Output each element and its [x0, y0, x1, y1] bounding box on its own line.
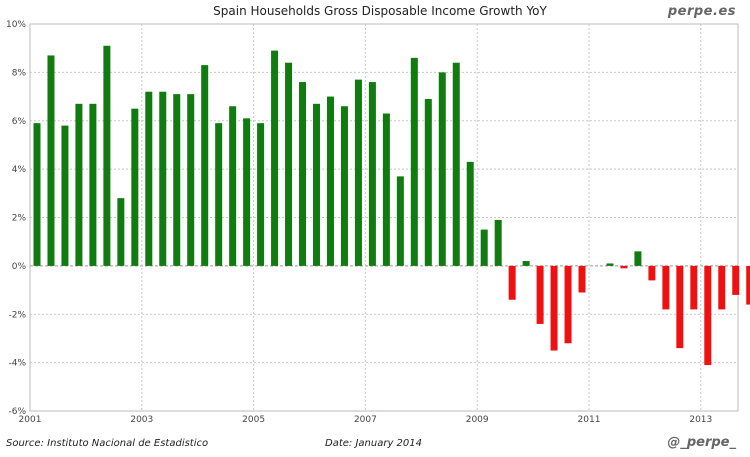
y-tick-label: 2%: [12, 214, 27, 224]
bar: [354, 79, 362, 266]
y-tick-label: 4%: [12, 165, 27, 175]
bar: [61, 125, 69, 266]
grid-layer: [30, 24, 738, 411]
bar: [313, 103, 320, 266]
bar: [215, 123, 223, 266]
bar: [578, 265, 586, 293]
x-tick-labels: 2001 2003 2005 2007 2009 2011 2013: [19, 415, 713, 425]
bar: [662, 265, 670, 310]
bar: [396, 176, 404, 266]
bar: [299, 82, 307, 266]
y-tick-label: 0%: [12, 262, 27, 272]
bar: [340, 106, 348, 266]
x-tick-label: 2011: [578, 415, 601, 425]
brand-watermark: perpe.es: [667, 4, 736, 19]
bar: [564, 265, 572, 344]
bar: [187, 94, 195, 266]
chart-title: Spain Households Gross Disposable Income…: [213, 4, 547, 18]
bar: [229, 106, 237, 266]
y-tick-label: 6%: [12, 117, 27, 127]
bar: [201, 65, 209, 266]
bar: [466, 161, 474, 266]
x-tick-label: 2009: [466, 415, 489, 425]
bar: [676, 265, 684, 349]
bar: [47, 55, 55, 266]
bar: [634, 251, 642, 266]
bar: [522, 261, 530, 266]
source-note: Source: Instituto Nacional de Estadistic…: [6, 438, 208, 449]
bar: [145, 91, 153, 266]
bar: [690, 265, 698, 310]
bar: [620, 265, 628, 269]
bar: [243, 118, 251, 266]
x-tick-label: 2003: [130, 415, 153, 425]
bar: [508, 265, 516, 300]
x-tick-label: 2007: [354, 415, 377, 425]
bar: [382, 113, 390, 266]
bar: [438, 72, 446, 266]
bar: [173, 94, 181, 266]
x-tick-label: 2013: [689, 415, 712, 425]
bar: [271, 50, 279, 266]
y-tick-label: -6%: [8, 407, 26, 417]
bar: [480, 229, 488, 266]
bar: [368, 82, 376, 266]
bar: [648, 265, 656, 281]
y-tick-label: 10%: [6, 20, 26, 30]
bar: [410, 57, 418, 266]
bar-layer: [33, 45, 750, 366]
bar: [718, 265, 726, 310]
bar: [606, 263, 614, 266]
bar: [117, 198, 125, 266]
y-tick-labels: -6% -4% -2% 0% 2% 4% 6% 8% 10%: [6, 20, 26, 417]
author-handle: @_perpe_: [667, 435, 736, 450]
bar: [732, 265, 740, 295]
bar: [704, 265, 712, 366]
y-tick-label: -2%: [8, 310, 26, 320]
bar: [131, 108, 139, 266]
bar: [103, 45, 111, 266]
y-tick-label: -4%: [8, 359, 26, 369]
x-tick-label: 2001: [19, 415, 42, 425]
bar: [550, 265, 558, 351]
bar: [326, 96, 334, 266]
bar: [257, 123, 265, 266]
x-tick-label: 2005: [242, 415, 265, 425]
bar: [159, 91, 167, 266]
bar: [536, 265, 544, 324]
date-note: Date: January 2014: [325, 438, 422, 449]
bar: [452, 62, 460, 266]
bar: [494, 219, 502, 266]
bar: [33, 123, 41, 266]
y-tick-label: 8%: [12, 68, 27, 78]
bar: [285, 62, 293, 266]
bar: [75, 103, 83, 266]
bar: [746, 265, 750, 305]
bar: [424, 98, 432, 266]
bar: [89, 103, 97, 266]
